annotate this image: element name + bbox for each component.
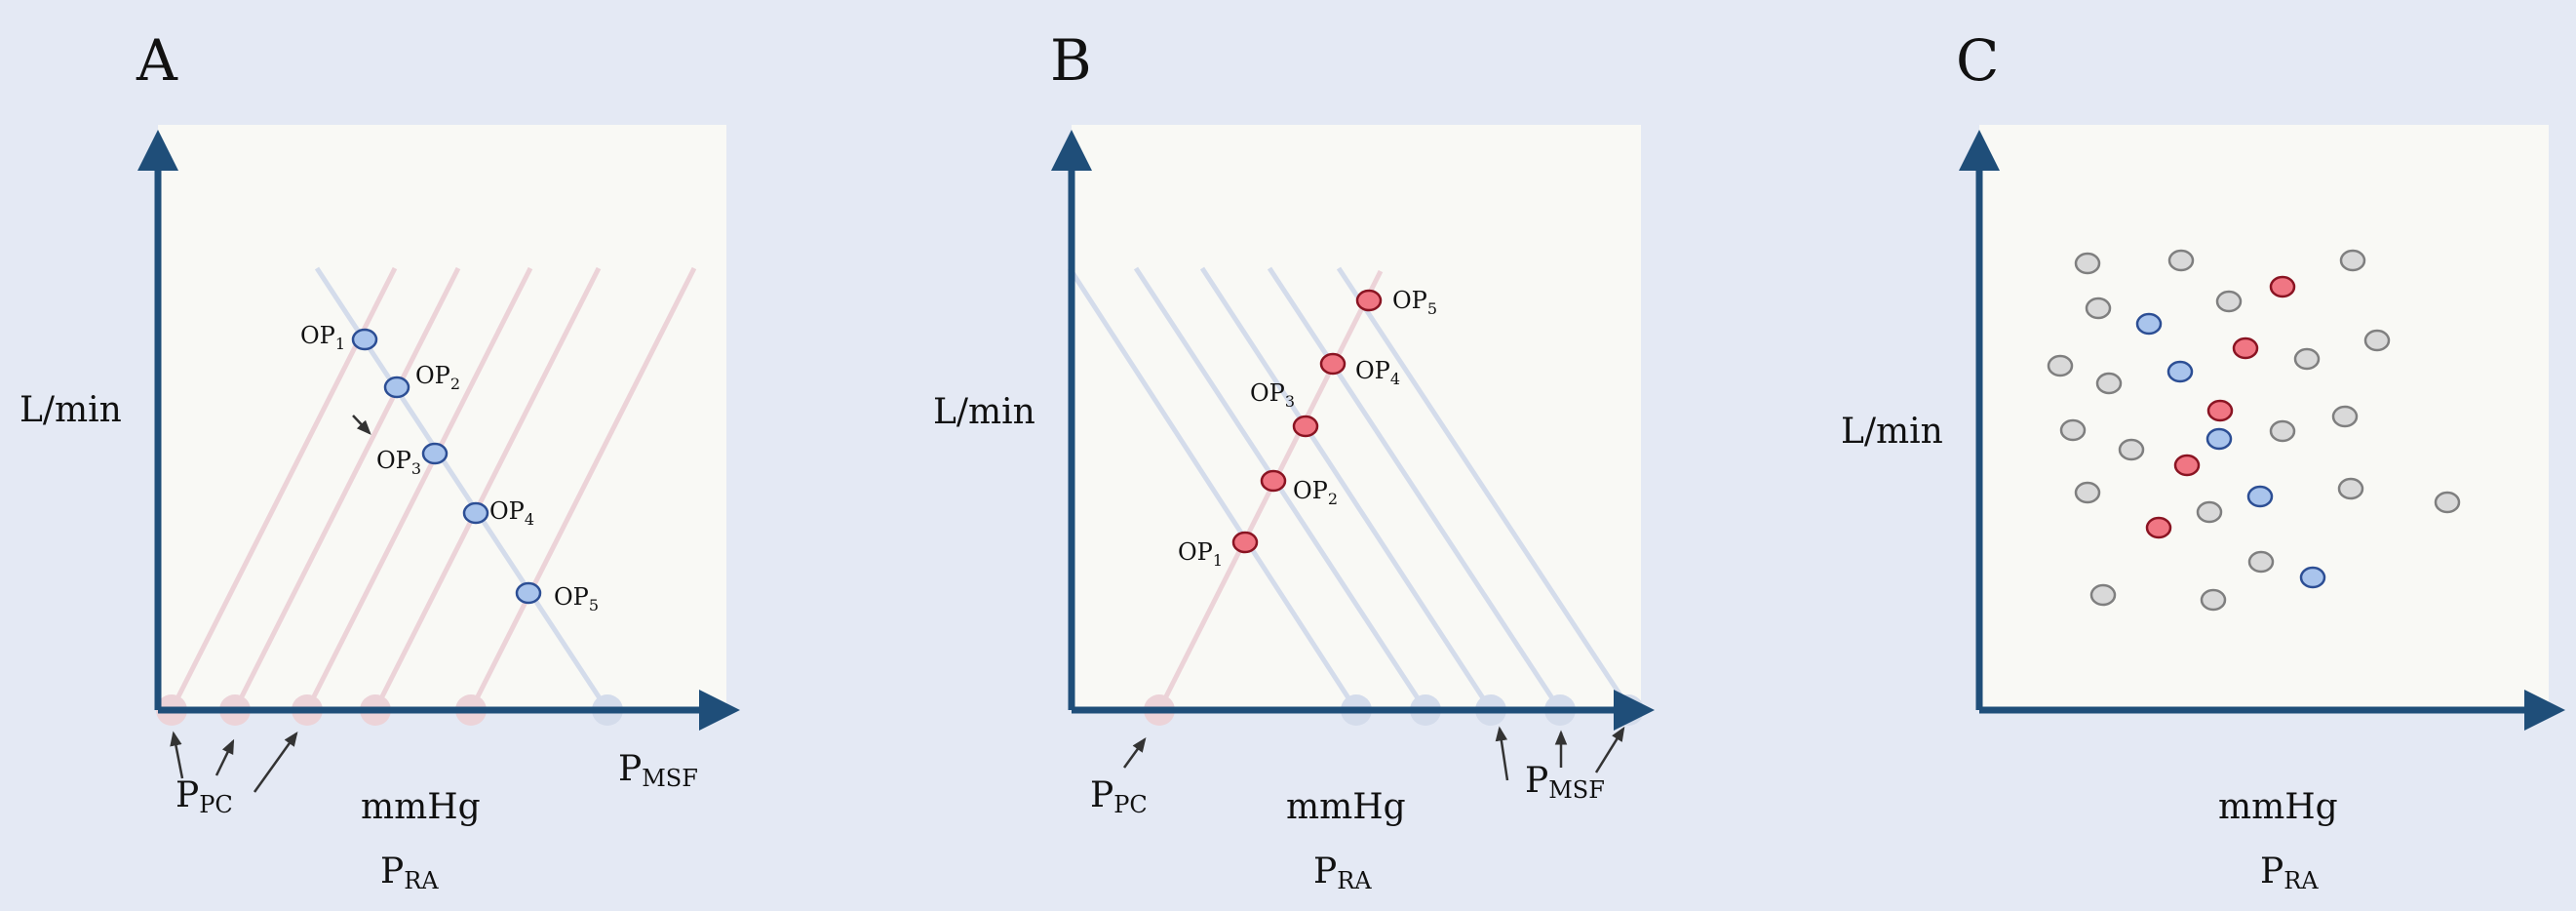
- panel-a-operating-points: [351, 328, 542, 605]
- shift-arrow: [352, 415, 371, 435]
- ppc-arrow: [1122, 736, 1147, 769]
- cardiac-line-2: [232, 266, 461, 712]
- operating-point-3: [421, 442, 449, 465]
- panel-c-x-sublabel: PRA: [2260, 852, 2319, 894]
- venous-line-1: [1067, 266, 1359, 712]
- op-label-5: OP5: [1392, 287, 1437, 318]
- scatter-point-gray: [2339, 249, 2366, 272]
- panel-a-plot-area: [158, 125, 726, 710]
- ppc-arrow: [170, 731, 184, 779]
- cardiac-line-5: [468, 266, 697, 712]
- panel-b-x-sublabel: PRA: [1313, 852, 1372, 894]
- panel-a-x-sublabel: PRA: [380, 852, 439, 894]
- scatter-point-gray: [2196, 500, 2223, 524]
- scatter-point-gray: [2269, 419, 2296, 443]
- panel-b-operating-points: [1231, 289, 1383, 554]
- panel-c-x-label: mmHg: [2218, 787, 2338, 827]
- panel-b-y-label: L/min: [933, 392, 1035, 432]
- scatter-point-blue: [2166, 360, 2194, 383]
- scatter-point-gray: [2247, 550, 2275, 574]
- cardiac-line-3: [304, 266, 533, 712]
- op-label-1: OP1: [300, 322, 345, 353]
- scatter-point-gray: [2095, 372, 2123, 395]
- ppc-arrow: [253, 731, 298, 793]
- panel-c-plot-area: [1979, 125, 2549, 710]
- scatter-point-gray: [2167, 249, 2195, 272]
- panel-c-blue-points: [2135, 312, 2326, 589]
- operating-point-2: [1260, 469, 1287, 493]
- scatter-point-gray: [2118, 438, 2145, 461]
- scatter-point-gray: [2331, 405, 2359, 428]
- scatter-point-gray: [2085, 297, 2112, 320]
- cardiac-line-4: [372, 266, 602, 712]
- scatter-point-gray: [2074, 481, 2101, 504]
- operating-point-2: [383, 376, 410, 399]
- op-label-5: OP5: [554, 583, 599, 614]
- scatter-point-gray: [2215, 290, 2243, 313]
- panel-a-ppc-label: PPC: [176, 775, 233, 818]
- op-label-4: OP4: [1355, 357, 1400, 388]
- scatter-point-gray: [2293, 347, 2321, 371]
- panel-b-letter: B: [1050, 27, 1092, 94]
- panel-a-letter: A: [136, 27, 178, 94]
- scatter-point-blue: [2299, 566, 2326, 589]
- panel-b-pmsf-label: PMSF: [1525, 761, 1605, 804]
- operating-point-1: [351, 328, 378, 351]
- ppc-arrow: [215, 738, 235, 776]
- scatter-point-gray: [2074, 252, 2101, 275]
- scatter-point-blue: [2205, 427, 2233, 451]
- panel-b-x-label: mmHg: [1286, 787, 1406, 827]
- scatter-point-red: [2206, 399, 2234, 422]
- operating-point-3: [1292, 415, 1319, 438]
- panel-c-red-points: [2145, 275, 2296, 539]
- scatter-point-gray: [2363, 329, 2391, 352]
- pmsf-arrow: [1495, 726, 1509, 781]
- panel-c: C: [1841, 27, 2565, 894]
- op-label-2: OP2: [1293, 477, 1338, 508]
- venous-line-3: [1199, 266, 1494, 712]
- scatter-point-gray: [2337, 477, 2364, 500]
- scatter-point-red: [2173, 454, 2201, 477]
- panel-c-letter: C: [1956, 27, 1999, 94]
- panel-b-plot-area: [1072, 125, 1641, 710]
- operating-point-4: [462, 501, 489, 525]
- op-label-1: OP1: [1178, 538, 1223, 570]
- scatter-point-blue: [2135, 312, 2163, 336]
- venous-line-5: [1336, 266, 1633, 712]
- operating-point-5: [1355, 289, 1383, 312]
- venous-line-4: [1267, 266, 1563, 712]
- scatter-point-red: [2232, 337, 2259, 360]
- operating-point-4: [1319, 352, 1347, 376]
- op-label-3: OP3: [1250, 379, 1295, 411]
- scatter-point-gray: [2200, 588, 2227, 612]
- scatter-point-gray: [2089, 583, 2117, 607]
- scatter-point-gray: [2047, 354, 2074, 377]
- op-label-3: OP3: [376, 447, 421, 478]
- panel-a-x-label: mmHg: [361, 787, 481, 827]
- panel-b-ppc-label: PPC: [1090, 775, 1148, 818]
- panel-a-y-label: L/min: [20, 390, 122, 430]
- operating-point-1: [1231, 531, 1259, 554]
- scatter-point-gray: [2434, 491, 2461, 514]
- op-label-4: OP4: [489, 497, 534, 529]
- pmsf-arrow: [1594, 726, 1625, 773]
- scatter-point-red: [2269, 275, 2296, 298]
- panel-a: A: [20, 27, 740, 894]
- panel-c-y-label: L/min: [1841, 412, 1943, 452]
- operating-point-5: [515, 581, 542, 605]
- panel-a-pmsf-label: PMSF: [618, 749, 698, 792]
- op-label-2: OP2: [415, 362, 460, 393]
- panel-c-gray-points: [2047, 249, 2461, 612]
- scatter-point-blue: [2246, 485, 2274, 508]
- scatter-point-gray: [2059, 418, 2087, 442]
- panel-b: B: [933, 27, 1655, 894]
- scatter-point-red: [2145, 516, 2172, 539]
